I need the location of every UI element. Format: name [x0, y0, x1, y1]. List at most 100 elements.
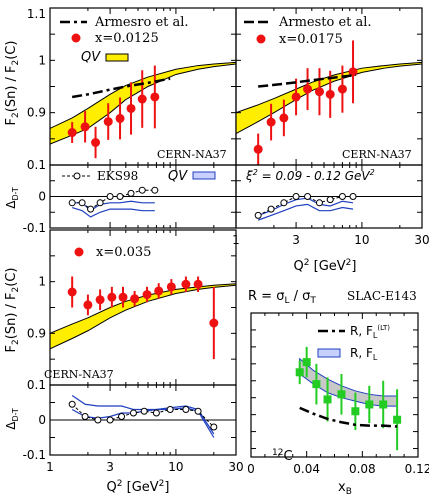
y-tick-label: 0: [38, 413, 46, 427]
xlabel-xb: xB: [338, 480, 352, 497]
legend-qv-swatch-delta: [192, 171, 216, 180]
data-point: [348, 67, 358, 77]
eks98-point: [127, 189, 135, 197]
y-tick-label: 0.1: [27, 378, 46, 392]
data-point: [130, 294, 140, 304]
eks98-point: [349, 193, 357, 200]
eks98-point: [166, 406, 174, 413]
ylabel-delta-top: ΔD-T: [4, 187, 20, 209]
data-point: [83, 300, 93, 310]
eks98-point: [254, 211, 262, 219]
legend-eks98-marker: [73, 172, 81, 180]
data-point: [80, 122, 90, 132]
panel-body: [50, 61, 236, 159]
y-tick-label: 0.9: [27, 326, 46, 340]
data-point: [266, 117, 276, 127]
panel-5: 0.1 0 -0.11 3 10 30: [23, 378, 244, 474]
legend-x0175-label: x=0.0175: [279, 32, 343, 47]
x-tick-label: 3: [292, 233, 300, 247]
ylabel-ratio-bottom: F2(Sn) / F2(C): [4, 268, 21, 353]
data-point: [67, 128, 77, 138]
legend-qv-label-a: QV: [81, 50, 101, 65]
data-point: [295, 368, 304, 377]
curve-armesto-et-al-: [258, 73, 357, 88]
cern-label-c: CERN-NA37: [44, 368, 114, 381]
eks98-point: [81, 413, 89, 420]
panel-body: [50, 186, 236, 218]
eks98-point: [129, 409, 137, 417]
slac-label: SLAC-E143: [347, 289, 417, 303]
data-point: [107, 292, 117, 302]
eks98-line: [72, 189, 155, 210]
data-point: [154, 286, 164, 296]
ylabel-ratio-top: F2(Sn) / F2(C): [4, 41, 21, 126]
eks98-point: [152, 409, 160, 417]
y-tick-label: 1.1: [27, 7, 46, 21]
data-point: [115, 113, 125, 123]
y-tick-label: -0.1: [23, 221, 46, 235]
eks98-point: [151, 186, 159, 194]
eks98-point: [304, 193, 312, 200]
eks98-point: [78, 199, 86, 207]
data-point: [365, 400, 374, 409]
legend-x0125-label: x=0.0125: [95, 31, 159, 46]
data-point: [142, 290, 152, 300]
data-point: [118, 292, 128, 302]
data-point: [393, 415, 402, 424]
data-point: [103, 117, 113, 127]
x-tick-label: 0.12: [405, 462, 429, 476]
data-point: [314, 87, 324, 97]
data-point: [303, 84, 313, 94]
data-point: [67, 287, 77, 297]
curve-armesro-et-al-: [71, 77, 171, 99]
band-qv: [236, 61, 422, 135]
xi2-label: ξ2 = 0.09 - 0.12 GeV2: [245, 168, 375, 183]
ticks: [235, 7, 423, 166]
panel-4: 0.91: [27, 229, 237, 386]
legend-armesto-label: Armesto et al.: [278, 15, 372, 30]
xlabel-q2-middle: Q2 [GeV2]: [294, 258, 357, 274]
legend-x0175-marker: [256, 34, 266, 44]
legend-armesro-label: Armesro et al.: [94, 15, 189, 30]
ticks: [49, 229, 237, 386]
data-point: [181, 279, 191, 289]
qv-curve-hi: [71, 395, 215, 435]
cern-label-b: CERN-NA37: [342, 148, 412, 161]
eks98-point: [68, 199, 76, 207]
data-point: [166, 282, 176, 292]
data-point: [379, 400, 388, 409]
legend-x035-label: x=0.035: [96, 245, 151, 260]
data-point: [150, 92, 160, 102]
x-tick-label: 30: [228, 460, 243, 474]
x-tick-label: 0: [247, 462, 255, 476]
ticks: [49, 164, 237, 229]
panel-body: [50, 276, 236, 360]
data-point: [253, 144, 263, 154]
y-tick-label: 0.1: [27, 158, 46, 172]
x-tick-label: 3: [106, 460, 114, 474]
curve-r-f_l-lt-: [299, 406, 398, 428]
eks98-point: [267, 205, 275, 213]
x-tick-label: 0.08: [349, 462, 376, 476]
y-tick-label: 0: [38, 190, 46, 204]
ticks: [250, 312, 419, 457]
eks98-point: [96, 199, 104, 207]
y-tick-label: 0.9: [27, 106, 46, 120]
panel-3: 1 3 10 30: [232, 164, 429, 247]
data-point: [279, 113, 289, 123]
data-point: [209, 318, 219, 328]
panel-body: [236, 40, 422, 165]
data-point: [325, 89, 335, 99]
data-point: [351, 407, 360, 416]
data-point: [126, 103, 136, 113]
eks98-point: [87, 205, 95, 213]
x-tick-label: 10: [354, 233, 369, 247]
qv-curve-hi: [72, 200, 155, 212]
eks98-point: [138, 186, 146, 194]
eks98-point: [116, 193, 124, 200]
carbon-label: 12C: [272, 448, 293, 464]
legend-x0125-marker: [71, 33, 81, 43]
x-tick-label: 10: [168, 460, 183, 474]
legend-qv-label-delta: QV: [168, 169, 188, 184]
